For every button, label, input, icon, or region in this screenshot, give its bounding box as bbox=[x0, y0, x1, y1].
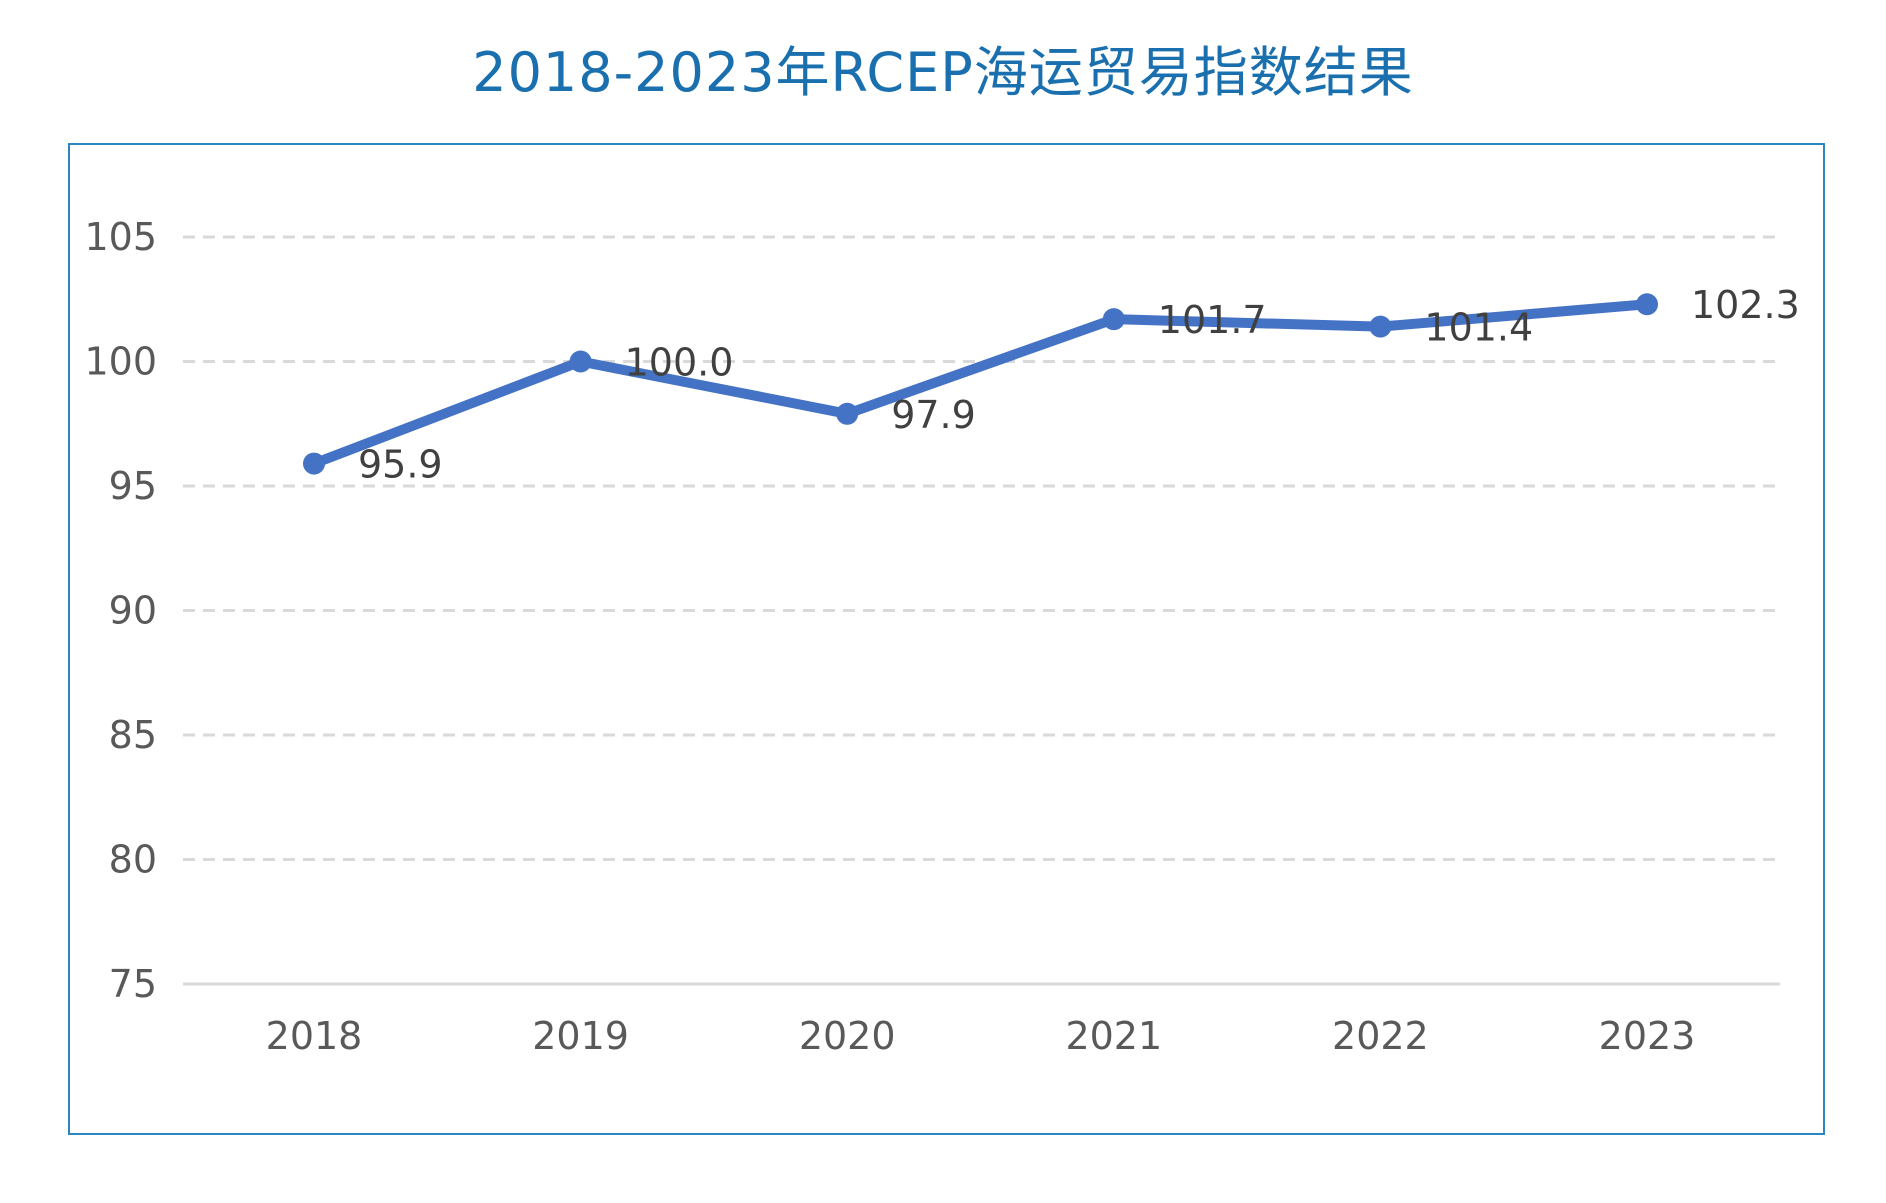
data-point-2023 bbox=[1636, 293, 1658, 316]
data-point-2018 bbox=[303, 452, 325, 475]
x-axis-ticks: 2018 2019 2020 2021 2022 2023 bbox=[266, 1014, 1696, 1058]
data-labels: 95.9 100.0 97.9 101.7 101.4 102.3 bbox=[358, 283, 1800, 486]
data-label-2020: 97.9 bbox=[891, 393, 976, 437]
gridlines bbox=[183, 235, 1780, 986]
y-tick-label-80: 80 bbox=[109, 838, 157, 882]
data-label-2022: 101.4 bbox=[1424, 306, 1533, 350]
y-axis-ticks: 75 80 85 90 95 100 105 bbox=[84, 215, 157, 1006]
chart-frame bbox=[68, 143, 1825, 1135]
chart-title: 2018-2023年RCEP海运贸易指数结果 bbox=[472, 41, 1414, 104]
x-tick-label-2019: 2019 bbox=[532, 1014, 629, 1058]
data-point-2019 bbox=[569, 350, 592, 373]
y-tick-label-100: 100 bbox=[84, 340, 157, 384]
data-point-2020 bbox=[836, 402, 859, 425]
x-tick-label-2022: 2022 bbox=[1332, 1014, 1429, 1058]
x-tick-label-2018: 2018 bbox=[266, 1014, 363, 1058]
y-tick-label-85: 85 bbox=[109, 713, 157, 757]
y-tick-label-90: 90 bbox=[109, 589, 157, 633]
data-label-2021: 101.7 bbox=[1158, 298, 1267, 342]
series-line-0 bbox=[309, 299, 1652, 469]
x-tick-label-2020: 2020 bbox=[799, 1014, 896, 1058]
data-label-2018: 95.9 bbox=[358, 443, 443, 487]
y-tick-label-95: 95 bbox=[109, 464, 157, 508]
data-point-2021 bbox=[1102, 308, 1125, 331]
series bbox=[303, 293, 1658, 475]
data-label-2023: 102.3 bbox=[1691, 283, 1800, 327]
y-tick-label-105: 105 bbox=[84, 215, 157, 259]
data-label-2019: 100.0 bbox=[625, 341, 734, 385]
y-tick-label-75: 75 bbox=[109, 962, 157, 1006]
x-tick-label-2023: 2023 bbox=[1599, 1014, 1696, 1058]
data-point-2022 bbox=[1369, 315, 1392, 338]
x-tick-label-2021: 2021 bbox=[1065, 1014, 1162, 1058]
